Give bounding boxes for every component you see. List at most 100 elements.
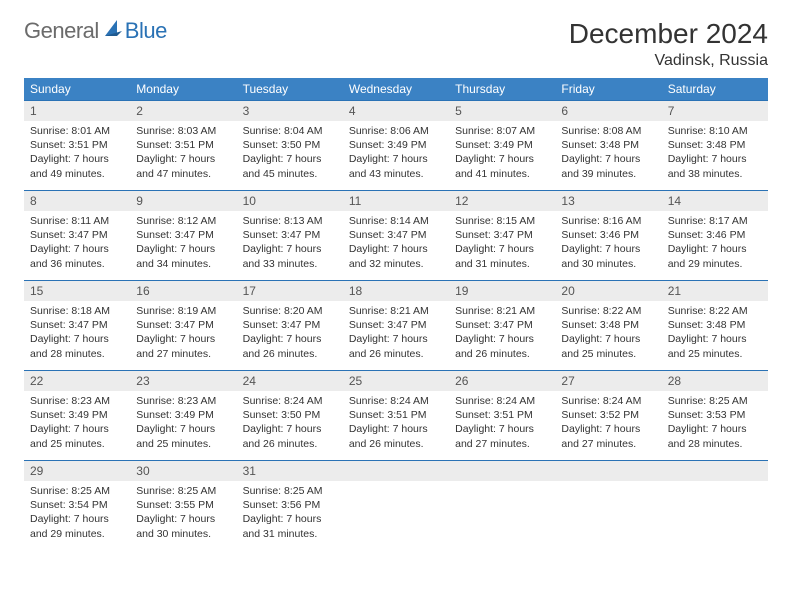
sunset-line: Sunset: 3:47 PM — [136, 318, 230, 332]
day-body: Sunrise: 8:20 AMSunset: 3:47 PMDaylight:… — [237, 301, 343, 367]
day-number: 2 — [130, 100, 236, 121]
sunrise-line: Sunrise: 8:04 AM — [243, 124, 337, 138]
sunrise-line: Sunrise: 8:10 AM — [668, 124, 762, 138]
calendar-day-cell: 17Sunrise: 8:20 AMSunset: 3:47 PMDayligh… — [237, 280, 343, 370]
calendar-day-cell: 7Sunrise: 8:10 AMSunset: 3:48 PMDaylight… — [662, 100, 768, 190]
sunset-line: Sunset: 3:47 PM — [30, 228, 124, 242]
day-number: 31 — [237, 460, 343, 481]
calendar-day-cell: 3Sunrise: 8:04 AMSunset: 3:50 PMDaylight… — [237, 100, 343, 190]
day-body-empty — [662, 481, 768, 531]
daylight-line: Daylight: 7 hours and 28 minutes. — [668, 422, 762, 450]
calendar-day-cell: 30Sunrise: 8:25 AMSunset: 3:55 PMDayligh… — [130, 460, 236, 550]
sunrise-line: Sunrise: 8:01 AM — [30, 124, 124, 138]
calendar-day-cell — [449, 460, 555, 550]
sunrise-line: Sunrise: 8:17 AM — [668, 214, 762, 228]
day-number: 27 — [555, 370, 661, 391]
sunrise-line: Sunrise: 8:13 AM — [243, 214, 337, 228]
sunrise-line: Sunrise: 8:24 AM — [349, 394, 443, 408]
day-body: Sunrise: 8:22 AMSunset: 3:48 PMDaylight:… — [555, 301, 661, 367]
calendar-week-row: 15Sunrise: 8:18 AMSunset: 3:47 PMDayligh… — [24, 280, 768, 370]
sunrise-line: Sunrise: 8:25 AM — [668, 394, 762, 408]
sunrise-line: Sunrise: 8:08 AM — [561, 124, 655, 138]
day-number: 28 — [662, 370, 768, 391]
calendar-day-cell: 11Sunrise: 8:14 AMSunset: 3:47 PMDayligh… — [343, 190, 449, 280]
day-body: Sunrise: 8:18 AMSunset: 3:47 PMDaylight:… — [24, 301, 130, 367]
sunrise-line: Sunrise: 8:25 AM — [30, 484, 124, 498]
sunset-line: Sunset: 3:50 PM — [243, 138, 337, 152]
calendar-week-row: 8Sunrise: 8:11 AMSunset: 3:47 PMDaylight… — [24, 190, 768, 280]
calendar-day-cell — [555, 460, 661, 550]
daylight-line: Daylight: 7 hours and 38 minutes. — [668, 152, 762, 180]
calendar-day-cell: 5Sunrise: 8:07 AMSunset: 3:49 PMDaylight… — [449, 100, 555, 190]
sunset-line: Sunset: 3:53 PM — [668, 408, 762, 422]
title-block: December 2024 Vadinsk, Russia — [569, 18, 768, 70]
day-body: Sunrise: 8:25 AMSunset: 3:54 PMDaylight:… — [24, 481, 130, 547]
calendar-day-cell: 16Sunrise: 8:19 AMSunset: 3:47 PMDayligh… — [130, 280, 236, 370]
calendar-day-cell: 12Sunrise: 8:15 AMSunset: 3:47 PMDayligh… — [449, 190, 555, 280]
day-number: 4 — [343, 100, 449, 121]
sunrise-line: Sunrise: 8:14 AM — [349, 214, 443, 228]
day-body: Sunrise: 8:24 AMSunset: 3:52 PMDaylight:… — [555, 391, 661, 457]
daylight-line: Daylight: 7 hours and 43 minutes. — [349, 152, 443, 180]
day-body: Sunrise: 8:01 AMSunset: 3:51 PMDaylight:… — [24, 121, 130, 187]
daylight-line: Daylight: 7 hours and 31 minutes. — [455, 242, 549, 270]
day-number-empty — [555, 460, 661, 481]
page-title: December 2024 — [569, 18, 768, 50]
calendar-day-cell — [343, 460, 449, 550]
day-number-empty — [343, 460, 449, 481]
day-body: Sunrise: 8:17 AMSunset: 3:46 PMDaylight:… — [662, 211, 768, 277]
sunrise-line: Sunrise: 8:21 AM — [455, 304, 549, 318]
calendar-day-cell: 27Sunrise: 8:24 AMSunset: 3:52 PMDayligh… — [555, 370, 661, 460]
sunset-line: Sunset: 3:48 PM — [561, 138, 655, 152]
day-number: 6 — [555, 100, 661, 121]
day-number-empty — [449, 460, 555, 481]
calendar-day-cell: 10Sunrise: 8:13 AMSunset: 3:47 PMDayligh… — [237, 190, 343, 280]
calendar-day-cell: 15Sunrise: 8:18 AMSunset: 3:47 PMDayligh… — [24, 280, 130, 370]
col-thursday: Thursday — [449, 78, 555, 100]
sunrise-line: Sunrise: 8:06 AM — [349, 124, 443, 138]
sunset-line: Sunset: 3:51 PM — [136, 138, 230, 152]
sunset-line: Sunset: 3:49 PM — [30, 408, 124, 422]
daylight-line: Daylight: 7 hours and 31 minutes. — [243, 512, 337, 540]
sunrise-line: Sunrise: 8:25 AM — [136, 484, 230, 498]
daylight-line: Daylight: 7 hours and 30 minutes. — [561, 242, 655, 270]
weekday-header-row: Sunday Monday Tuesday Wednesday Thursday… — [24, 78, 768, 100]
daylight-line: Daylight: 7 hours and 26 minutes. — [349, 422, 443, 450]
day-body: Sunrise: 8:16 AMSunset: 3:46 PMDaylight:… — [555, 211, 661, 277]
day-body: Sunrise: 8:14 AMSunset: 3:47 PMDaylight:… — [343, 211, 449, 277]
sunset-line: Sunset: 3:56 PM — [243, 498, 337, 512]
day-number: 9 — [130, 190, 236, 211]
header: General Blue December 2024 Vadinsk, Russ… — [24, 18, 768, 70]
day-body: Sunrise: 8:15 AMSunset: 3:47 PMDaylight:… — [449, 211, 555, 277]
day-body: Sunrise: 8:24 AMSunset: 3:51 PMDaylight:… — [343, 391, 449, 457]
day-number: 1 — [24, 100, 130, 121]
day-number: 30 — [130, 460, 236, 481]
calendar-day-cell: 25Sunrise: 8:24 AMSunset: 3:51 PMDayligh… — [343, 370, 449, 460]
sunrise-line: Sunrise: 8:24 AM — [561, 394, 655, 408]
sunrise-line: Sunrise: 8:16 AM — [561, 214, 655, 228]
daylight-line: Daylight: 7 hours and 26 minutes. — [243, 332, 337, 360]
col-wednesday: Wednesday — [343, 78, 449, 100]
daylight-line: Daylight: 7 hours and 30 minutes. — [136, 512, 230, 540]
calendar-day-cell: 9Sunrise: 8:12 AMSunset: 3:47 PMDaylight… — [130, 190, 236, 280]
day-number: 11 — [343, 190, 449, 211]
logo-sail-icon — [103, 18, 123, 38]
daylight-line: Daylight: 7 hours and 41 minutes. — [455, 152, 549, 180]
day-number: 3 — [237, 100, 343, 121]
col-sunday: Sunday — [24, 78, 130, 100]
day-number: 13 — [555, 190, 661, 211]
day-number: 29 — [24, 460, 130, 481]
day-number: 16 — [130, 280, 236, 301]
sunset-line: Sunset: 3:48 PM — [668, 138, 762, 152]
day-body: Sunrise: 8:25 AMSunset: 3:53 PMDaylight:… — [662, 391, 768, 457]
daylight-line: Daylight: 7 hours and 32 minutes. — [349, 242, 443, 270]
day-number: 8 — [24, 190, 130, 211]
sunrise-line: Sunrise: 8:22 AM — [561, 304, 655, 318]
calendar-day-cell: 1Sunrise: 8:01 AMSunset: 3:51 PMDaylight… — [24, 100, 130, 190]
day-number: 20 — [555, 280, 661, 301]
calendar-day-cell: 14Sunrise: 8:17 AMSunset: 3:46 PMDayligh… — [662, 190, 768, 280]
sunset-line: Sunset: 3:48 PM — [668, 318, 762, 332]
sunrise-line: Sunrise: 8:19 AM — [136, 304, 230, 318]
day-number: 10 — [237, 190, 343, 211]
day-number: 23 — [130, 370, 236, 391]
